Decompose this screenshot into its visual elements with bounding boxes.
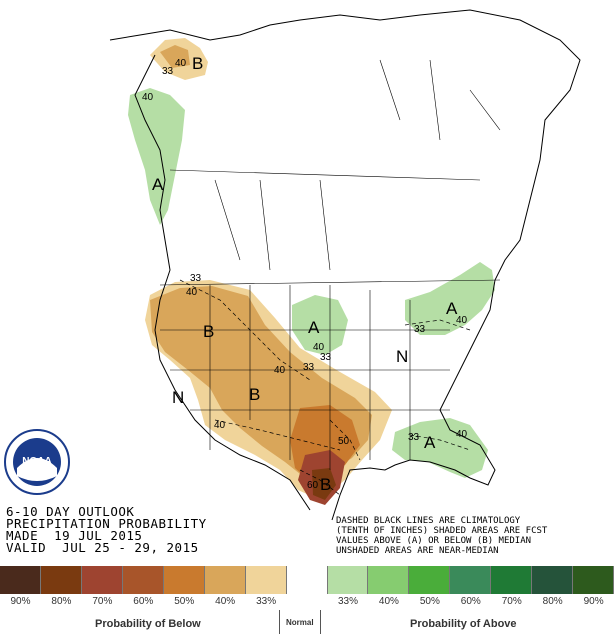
contour-33-midwest: 33 <box>320 352 332 363</box>
note-line-1: DASHED BLACK LINES ARE CLIMATOLOGY <box>336 516 521 526</box>
legend-percent-label: 70% <box>501 596 522 607</box>
noaa-logo-text: NOAA <box>22 456 51 467</box>
normal-divider-left <box>279 610 280 634</box>
note-line-4: UNSHADED AREAS ARE NEAR-MEDIAN <box>336 546 499 556</box>
label-n-west: N <box>172 388 184 407</box>
climatology-lines <box>179 279 471 496</box>
legend-normal-caption: Normal <box>286 618 314 627</box>
label-a-northeast: A <box>446 299 458 318</box>
label-b-plains: B <box>249 385 260 404</box>
contour-40-southwest: 40 <box>214 420 226 431</box>
map-notes: DASHED BLACK LINES ARE CLIMATOLOGY (TENTH… <box>336 516 547 556</box>
legend-percent-label: 40% <box>378 596 399 607</box>
precipitation-outlook-map: B A B B B A A A N N 33 40 40 33 40 40 33… <box>4 9 581 521</box>
label-a-southeast: A <box>424 433 436 452</box>
contour-40-alaska: 40 <box>175 58 187 69</box>
contour-33-northeast: 33 <box>414 324 426 335</box>
legend-percent-label: 90% <box>10 596 31 607</box>
label-b-texas: B <box>320 475 331 494</box>
legend-above-caption: Probability of Above <box>410 618 517 630</box>
legend-swatch <box>163 566 205 594</box>
label-a-midwest: A <box>308 318 320 337</box>
legend-swatch <box>0 566 41 594</box>
legend-percent-label: 33% <box>256 596 277 607</box>
above-area-southeast <box>392 418 488 478</box>
below-area-alaska-inner <box>160 45 190 68</box>
legend-swatch <box>81 566 123 594</box>
legend-swatch <box>532 566 574 594</box>
contour-60-texas: 60 <box>307 480 319 491</box>
normal-divider-right <box>320 610 321 634</box>
label-n-east: N <box>396 347 408 366</box>
legend-percent-label: 80% <box>51 596 72 607</box>
legend-swatch <box>204 566 246 594</box>
legend-percent-label: 80% <box>542 596 563 607</box>
legend-percent-label: 50% <box>174 596 195 607</box>
legend-swatch <box>409 566 451 594</box>
contour-40-wa: 40 <box>186 287 198 298</box>
legend-below-caption: Probability of Below <box>95 618 201 630</box>
contour-33-plains: 33 <box>303 362 315 373</box>
outlook-header: 6-10 DAY OUTLOOK PRECIPITATION PROBABILIT… <box>6 504 207 555</box>
contour-33-southeast: 33 <box>408 432 420 443</box>
legend-swatch <box>327 566 369 594</box>
legend-swatch <box>245 566 287 594</box>
note-line-2: (TENTH OF INCHES) SHADED AREAS ARE FCST <box>336 526 548 536</box>
header-line-type: PRECIPITATION PROBABILITY <box>6 516 207 531</box>
legend-percent-label: 90% <box>583 596 604 607</box>
legend-captions: Probability of Below Normal Probability … <box>0 612 614 632</box>
legend-swatch <box>573 566 614 594</box>
legend-percent-label <box>287 596 328 610</box>
contour-33-alaska: 33 <box>162 66 174 77</box>
contour-40-alaska-green: 40 <box>142 92 154 103</box>
above-area-alaska <box>128 88 185 225</box>
legend-percent-label: 50% <box>419 596 440 607</box>
contour-40-midwest: 40 <box>313 342 325 353</box>
label-b-alaska: B <box>192 54 203 73</box>
legend-percent-label: 33% <box>337 596 358 607</box>
legend-swatch <box>40 566 82 594</box>
legend-swatch <box>491 566 533 594</box>
contour-40-southeast: 40 <box>456 429 468 440</box>
header-line-made: MADE 19 JUL 2015 <box>6 528 143 543</box>
legend-swatch <box>450 566 492 594</box>
legend-swatch <box>368 566 410 594</box>
legend-percent-label: 40% <box>215 596 236 607</box>
legend-percent-label: 60% <box>460 596 481 607</box>
contour-40-plains: 40 <box>274 365 286 376</box>
political-boundaries <box>159 59 501 470</box>
contour-40-northeast: 40 <box>456 315 468 326</box>
noaa-logo: NOAA <box>4 429 70 495</box>
below-area-texas-darkest <box>312 468 336 500</box>
above-area-midwest <box>292 295 348 355</box>
legend-percent-labels: 90% 80% 70% 60% 50% 40% 33% 33% 40% 50% 60% 70% 80% 9… <box>0 596 614 610</box>
legend-swatch <box>122 566 164 594</box>
label-a-alaska: A <box>152 175 164 194</box>
legend-swatch <box>286 566 328 594</box>
legend-percent-label: 70% <box>92 596 113 607</box>
legend-percent-label: 60% <box>133 596 154 607</box>
header-line-title: 6-10 DAY OUTLOOK <box>6 504 135 519</box>
legend-color-bar <box>0 566 614 594</box>
note-line-3: VALUES ABOVE (A) OR BELOW (B) MEDIAN <box>336 536 532 546</box>
header-line-valid: VALID JUL 25 - 29, 2015 <box>6 540 199 555</box>
contour-50-texas: 50 <box>338 436 350 447</box>
contour-33-wa: 33 <box>190 273 202 284</box>
label-b-west: B <box>203 322 214 341</box>
